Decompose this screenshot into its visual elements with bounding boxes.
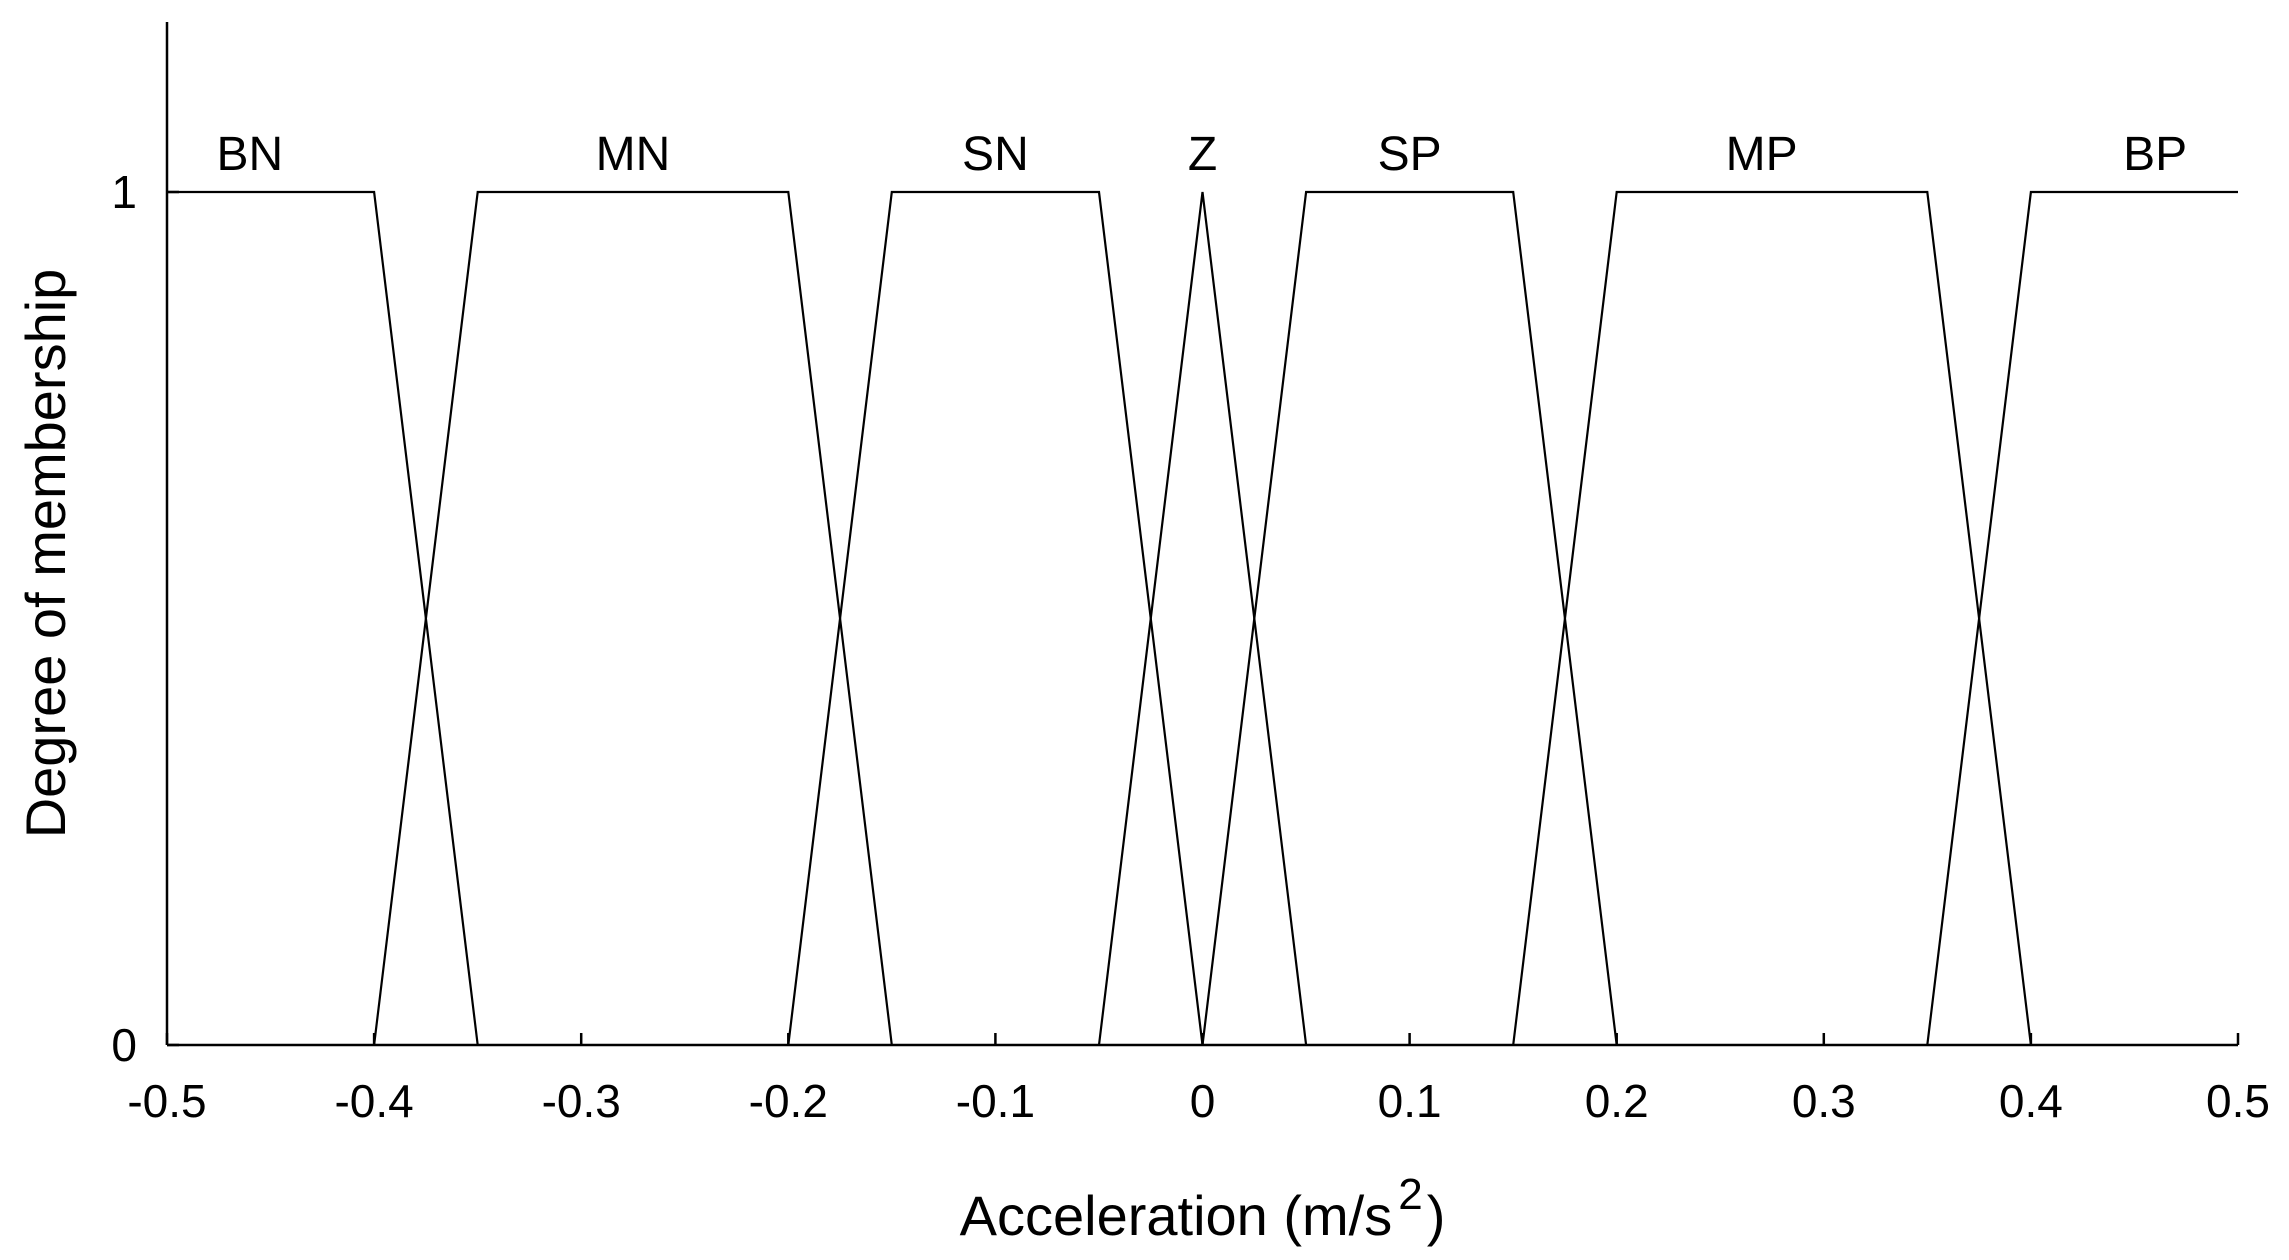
x-axis-label: Acceleration (m/s 2) — [960, 1170, 1446, 1247]
x-tick-label: -0.4 — [334, 1075, 413, 1127]
mf-label-mn: MN — [596, 128, 671, 181]
x-tick-label: -0.2 — [749, 1075, 828, 1127]
x-tick-label: 0 — [1190, 1075, 1216, 1127]
mf-line-bp — [1926, 190, 2238, 1046]
y-tick-label: 0 — [111, 1019, 137, 1071]
x-tick-label: -0.5 — [127, 1075, 206, 1127]
mf-label-mp: MP — [1726, 128, 1798, 181]
mf-label-sp: SP — [1378, 128, 1442, 181]
x-tick-label: 0.3 — [1792, 1075, 1856, 1127]
y-tick-label: 1 — [111, 166, 137, 218]
mf-line-z — [1097, 191, 1308, 1046]
mf-line-sn — [787, 190, 1204, 1046]
y-axis-label: Degree of membership — [14, 269, 77, 839]
mf-line-bn — [167, 190, 479, 1046]
mf-label-sn: SN — [962, 128, 1029, 181]
mf-label-z: Z — [1188, 128, 1217, 181]
mf-label-bn: BN — [216, 128, 283, 181]
mf-line-sp — [1201, 190, 1618, 1046]
mf-line-mp — [1512, 190, 2032, 1046]
mf-label-bp: BP — [2123, 128, 2187, 181]
x-tick-label: 0.2 — [1585, 1075, 1649, 1127]
x-tick-label: 0.1 — [1378, 1075, 1442, 1127]
mf-line-mn — [373, 190, 893, 1046]
plot-area: -0.5 -0.4 -0.3 -0.2 -0.1 0 0.1 0.2 0.3 0.4 0.5 0 1 BN… — [14, 22, 2270, 1247]
x-axis-label-suffix: ) — [1427, 1184, 1446, 1247]
x-tick-label: -0.1 — [956, 1075, 1035, 1127]
x-tick-label: -0.3 — [542, 1075, 621, 1127]
x-axis-label-superscript: 2 — [1398, 1170, 1422, 1219]
x-tick-label: 0.4 — [1999, 1075, 2063, 1127]
x-axis-label-main: Acceleration (m/s — [960, 1184, 1393, 1247]
x-tick-label: 0.5 — [2206, 1075, 2270, 1127]
